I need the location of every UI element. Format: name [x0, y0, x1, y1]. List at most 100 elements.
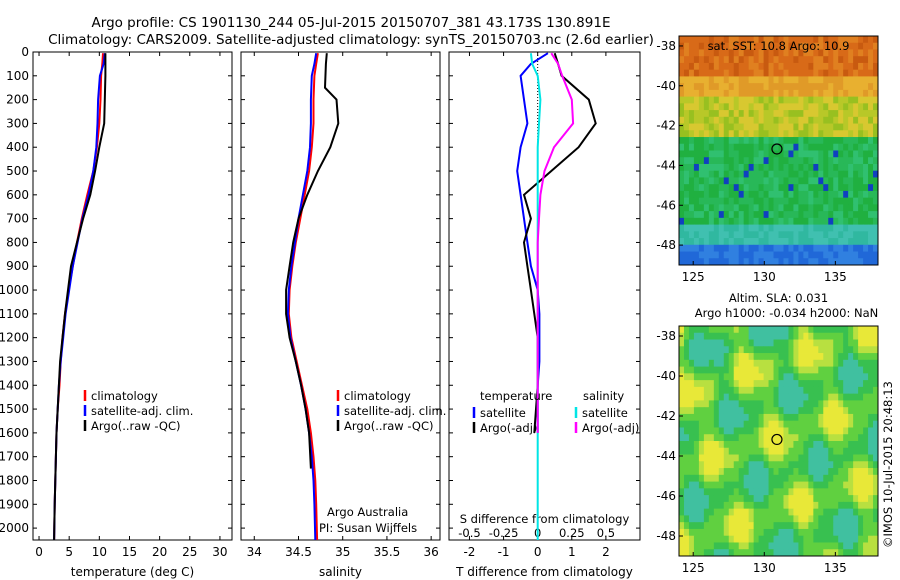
sst_map-cell	[708, 184, 715, 192]
sla_map-cell	[733, 474, 740, 482]
sst_map-cell	[698, 143, 705, 151]
sst_map-cell	[728, 217, 735, 225]
sst_map-cell	[863, 69, 869, 77]
sst_map-cell	[828, 238, 834, 246]
sla_map-cell	[713, 495, 720, 503]
sst_map-cell	[838, 251, 844, 259]
sla_map-cell	[828, 380, 834, 388]
sst_map-cell	[753, 170, 760, 178]
sla_map-cell	[853, 332, 859, 340]
sla_map-cell	[853, 501, 859, 510]
sla_map-cell	[738, 413, 745, 422]
sst_map-cell	[853, 110, 859, 118]
sst_map-cell	[813, 69, 819, 77]
sst_map-cell	[843, 244, 849, 252]
sst_map-cell	[723, 123, 730, 131]
sla_map-cell	[848, 528, 854, 537]
sla_map-cell	[813, 474, 819, 482]
sla_map-cell	[753, 353, 760, 361]
sla_map-cell	[758, 549, 764, 557]
sla_map-cell	[743, 326, 750, 334]
sla_map-cell	[823, 495, 829, 503]
sla_map-cell	[778, 420, 784, 428]
sla_map-cell	[858, 528, 864, 537]
sst_map-cell	[728, 177, 735, 185]
sla_map-cell	[873, 488, 879, 496]
sst_map-cell	[748, 190, 755, 199]
sla_map-cell	[738, 535, 745, 543]
sla_map-cell	[679, 393, 685, 401]
sla_map-cell	[853, 528, 859, 537]
sla_map-cell	[803, 542, 809, 550]
sla_map-cell	[873, 501, 879, 510]
sst_map-cell	[723, 76, 730, 84]
sst_map-cell	[803, 184, 809, 192]
sla_map-cell	[698, 380, 705, 388]
sla_map-cell	[843, 481, 849, 489]
sst_map-cell	[853, 49, 859, 57]
sst_map-cell	[843, 36, 849, 44]
sst_map-cell	[679, 204, 685, 212]
sla_map-cell	[838, 488, 844, 496]
sla_map-cell	[768, 339, 774, 347]
sst_map-cell	[733, 76, 740, 84]
sla_map-cell	[858, 326, 864, 334]
sla_map-cell	[703, 447, 710, 455]
sst_map-cell	[738, 83, 745, 91]
sla_map-cell	[848, 488, 854, 496]
sst_map-cell	[703, 89, 710, 98]
sst_map-cell	[773, 110, 779, 118]
sst_map-cell	[803, 190, 809, 199]
sla_map-cell	[718, 501, 725, 510]
sla_map-cell	[873, 474, 879, 482]
sst_map-cell	[743, 137, 750, 145]
sst_map-cell	[798, 170, 804, 178]
sst_map-cell	[863, 244, 869, 252]
sst_map-cell	[773, 224, 779, 232]
sla_map-cell	[723, 359, 730, 367]
sst_map-cell	[828, 204, 834, 212]
sla_map-cell	[858, 542, 864, 550]
sst_map-cell	[863, 96, 869, 104]
sla_map-cell	[848, 380, 854, 388]
sst_map-cell	[823, 76, 829, 84]
sla_map-cell	[848, 332, 854, 340]
sst_map-cell	[848, 123, 854, 131]
sla_map-cell	[853, 549, 859, 557]
sla_map-cell	[763, 366, 769, 374]
sst_map-cell	[768, 224, 774, 232]
sla_map-cell	[758, 332, 764, 340]
sst_map-cell	[679, 116, 685, 124]
sla_map-cell	[683, 454, 690, 462]
sla_map-cell	[703, 393, 710, 401]
sla_map-cell	[693, 441, 700, 449]
sla_map-cell	[683, 508, 690, 516]
sla_map-cell	[738, 332, 745, 340]
sla_map-cell	[748, 481, 755, 489]
sst_map-cell	[693, 258, 700, 266]
sst_map-cell	[708, 49, 715, 57]
sst_map-cell	[748, 157, 755, 165]
sla_map-cell	[818, 353, 824, 361]
sla_map-cell	[778, 549, 784, 557]
sst_map-cell	[833, 76, 839, 84]
sla_map-cell	[858, 454, 864, 462]
salinity-xtick-label: 35.5	[374, 545, 401, 559]
sst_map-cell	[703, 42, 710, 50]
sla_map-cell	[818, 326, 824, 334]
sla_map-cell	[828, 528, 834, 537]
sst_map-cell	[838, 62, 844, 71]
sst_map-cell	[868, 130, 874, 138]
salinity-legend-label: Argo(..raw -QC)	[344, 419, 434, 433]
sla_map-cell	[748, 373, 755, 381]
sst_map-cell	[873, 204, 879, 212]
sst_map-cell	[778, 49, 784, 57]
sst_map-cell	[858, 170, 864, 178]
sla_map-cell	[763, 535, 769, 543]
sst_map-cell	[693, 184, 700, 192]
sst_map-cell	[693, 83, 700, 91]
sla_map-cell	[828, 400, 834, 408]
sst_map-cell	[793, 211, 799, 219]
sst_map-cell	[828, 42, 834, 50]
sla_map-cell	[833, 501, 839, 510]
